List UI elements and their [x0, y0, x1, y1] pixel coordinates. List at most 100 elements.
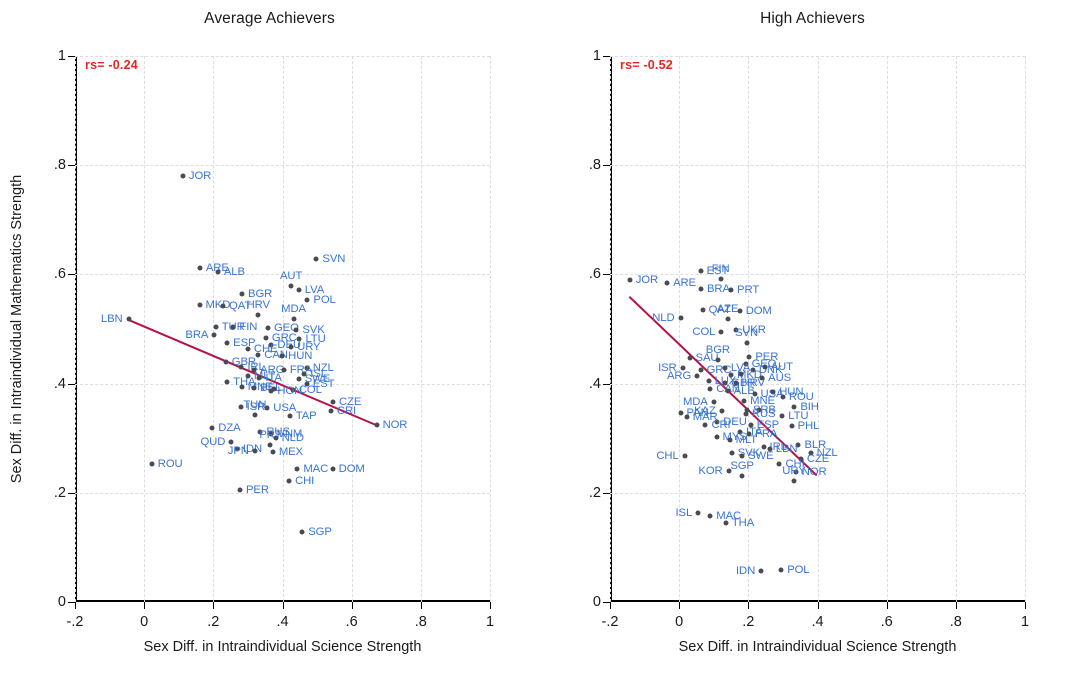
data-point[interactable]: [255, 352, 261, 358]
data-point[interactable]: [301, 371, 307, 377]
data-point[interactable]: [793, 469, 799, 475]
data-point[interactable]: [286, 478, 292, 484]
data-point[interactable]: [761, 444, 767, 450]
data-point[interactable]: [737, 308, 743, 314]
data-point[interactable]: [687, 355, 693, 361]
data-point[interactable]: [698, 268, 704, 274]
data-point[interactable]: [722, 380, 728, 385]
data-point[interactable]: [291, 316, 297, 322]
data-point[interactable]: [237, 487, 243, 493]
data-point[interactable]: [733, 327, 739, 333]
data-point[interactable]: [627, 277, 633, 283]
data-point[interactable]: [707, 513, 713, 519]
data-point[interactable]: [273, 435, 279, 441]
data-point[interactable]: [252, 412, 258, 418]
data-point[interactable]: [213, 324, 219, 330]
data-point[interactable]: [694, 373, 700, 379]
data-point[interactable]: [290, 387, 296, 393]
data-point[interactable]: [702, 422, 708, 428]
data-point[interactable]: [750, 367, 756, 373]
data-point[interactable]: [748, 422, 754, 428]
data-point[interactable]: [255, 312, 261, 318]
data-point[interactable]: [729, 450, 735, 456]
data-point[interactable]: [296, 287, 302, 293]
data-point[interactable]: [251, 367, 257, 373]
data-point[interactable]: [726, 468, 732, 474]
data-point[interactable]: [718, 329, 724, 335]
data-point[interactable]: [752, 391, 758, 397]
data-point[interactable]: [678, 315, 684, 321]
data-point[interactable]: [714, 434, 720, 440]
data-point[interactable]: [759, 375, 765, 381]
data-point[interactable]: [664, 280, 670, 286]
data-point[interactable]: [304, 297, 310, 303]
data-point[interactable]: [211, 332, 217, 338]
data-point[interactable]: [719, 408, 725, 414]
data-point[interactable]: [746, 431, 752, 437]
data-point[interactable]: [267, 442, 273, 448]
data-point[interactable]: [743, 361, 749, 367]
data-point[interactable]: [268, 342, 274, 348]
data-point[interactable]: [741, 398, 747, 404]
data-point[interactable]: [245, 346, 251, 352]
data-point[interactable]: [288, 344, 294, 350]
data-point[interactable]: [728, 287, 734, 293]
data-point[interactable]: [304, 381, 310, 387]
data-point[interactable]: [798, 456, 804, 462]
data-point[interactable]: [758, 568, 764, 574]
data-point[interactable]: [778, 567, 784, 573]
data-point[interactable]: [779, 413, 785, 419]
data-point[interactable]: [149, 461, 155, 467]
data-point[interactable]: [744, 407, 750, 413]
data-point[interactable]: [715, 357, 721, 363]
data-point[interactable]: [330, 466, 336, 472]
data-point[interactable]: [728, 372, 734, 378]
data-point[interactable]: [245, 373, 251, 379]
data-point[interactable]: [743, 411, 749, 417]
data-point[interactable]: [756, 407, 762, 413]
data-point[interactable]: [711, 399, 717, 405]
data-point[interactable]: [239, 291, 245, 296]
data-point[interactable]: [739, 473, 745, 479]
data-point[interactable]: [238, 404, 244, 410]
data-point[interactable]: [682, 453, 688, 459]
data-point[interactable]: [270, 449, 276, 455]
data-point[interactable]: [718, 276, 724, 282]
data-point[interactable]: [725, 388, 731, 394]
data-point[interactable]: [695, 510, 701, 516]
data-point[interactable]: [224, 379, 230, 385]
data-point[interactable]: [197, 265, 203, 271]
data-point[interactable]: [700, 307, 706, 313]
data-point[interactable]: [279, 353, 285, 359]
data-point[interactable]: [374, 422, 380, 428]
data-point[interactable]: [330, 399, 336, 405]
data-point[interactable]: [220, 303, 226, 309]
data-point[interactable]: [268, 388, 274, 394]
data-point[interactable]: [304, 365, 310, 371]
data-point[interactable]: [257, 429, 263, 435]
data-point[interactable]: [180, 173, 186, 179]
data-point[interactable]: [251, 385, 257, 391]
data-point[interactable]: [707, 386, 713, 391]
data-point[interactable]: [293, 327, 299, 333]
data-point[interactable]: [234, 446, 240, 452]
data-point[interactable]: [252, 448, 258, 454]
data-point[interactable]: [767, 446, 773, 452]
data-point[interactable]: [238, 364, 244, 370]
data-point[interactable]: [737, 429, 743, 435]
data-point[interactable]: [296, 376, 302, 382]
data-point[interactable]: [197, 302, 202, 308]
data-point[interactable]: [698, 367, 704, 373]
data-point[interactable]: [791, 404, 797, 410]
data-point[interactable]: [776, 461, 782, 467]
data-point[interactable]: [209, 425, 215, 431]
data-point[interactable]: [271, 386, 277, 391]
data-point[interactable]: [698, 286, 704, 292]
data-point[interactable]: [215, 269, 221, 275]
data-point[interactable]: [706, 378, 712, 384]
data-point[interactable]: [722, 365, 728, 371]
data-point[interactable]: [265, 325, 271, 331]
data-point[interactable]: [680, 365, 686, 371]
data-point[interactable]: [299, 529, 305, 535]
data-point[interactable]: [239, 384, 245, 390]
